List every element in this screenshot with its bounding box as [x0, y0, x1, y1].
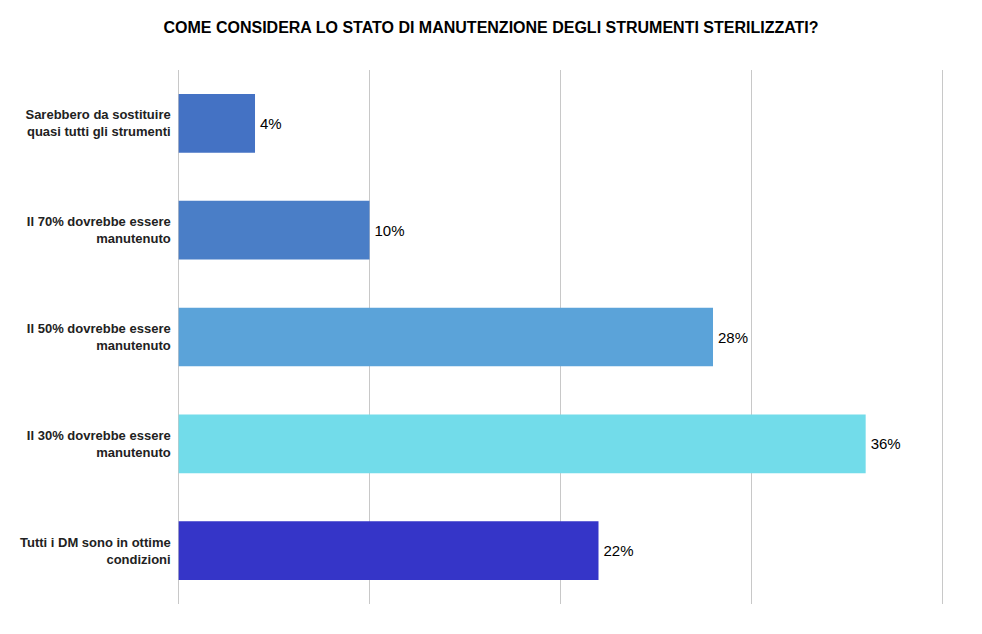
svg-text:manutenuto: manutenuto: [96, 445, 170, 460]
svg-text:quasi tutti gli strumenti: quasi tutti gli strumenti: [27, 124, 171, 139]
svg-text:manutenuto: manutenuto: [96, 338, 170, 353]
svg-text:36%: 36%: [871, 435, 901, 452]
svg-text:22%: 22%: [604, 542, 634, 559]
svg-text:manutenuto: manutenuto: [96, 231, 170, 246]
svg-text:28%: 28%: [718, 329, 748, 346]
svg-text:Il 30% dovrebbe essere: Il 30% dovrebbe essere: [27, 428, 171, 443]
svg-text:Il 50% dovrebbe essere: Il 50% dovrebbe essere: [27, 321, 171, 336]
svg-text:condizioni: condizioni: [106, 552, 170, 567]
svg-text:4%: 4%: [260, 115, 282, 132]
svg-text:Tutti i DM sono in ottime: Tutti i DM sono in ottime: [20, 535, 171, 550]
svg-text:COME CONSIDERA LO STATO DI MAN: COME CONSIDERA LO STATO DI MANUTENZIONE …: [163, 19, 818, 36]
svg-text:Sarebbero da sostituire: Sarebbero da sostituire: [25, 107, 170, 122]
svg-text:Il 70% dovrebbe essere: Il 70% dovrebbe essere: [27, 214, 171, 229]
svg-text:10%: 10%: [375, 222, 405, 239]
